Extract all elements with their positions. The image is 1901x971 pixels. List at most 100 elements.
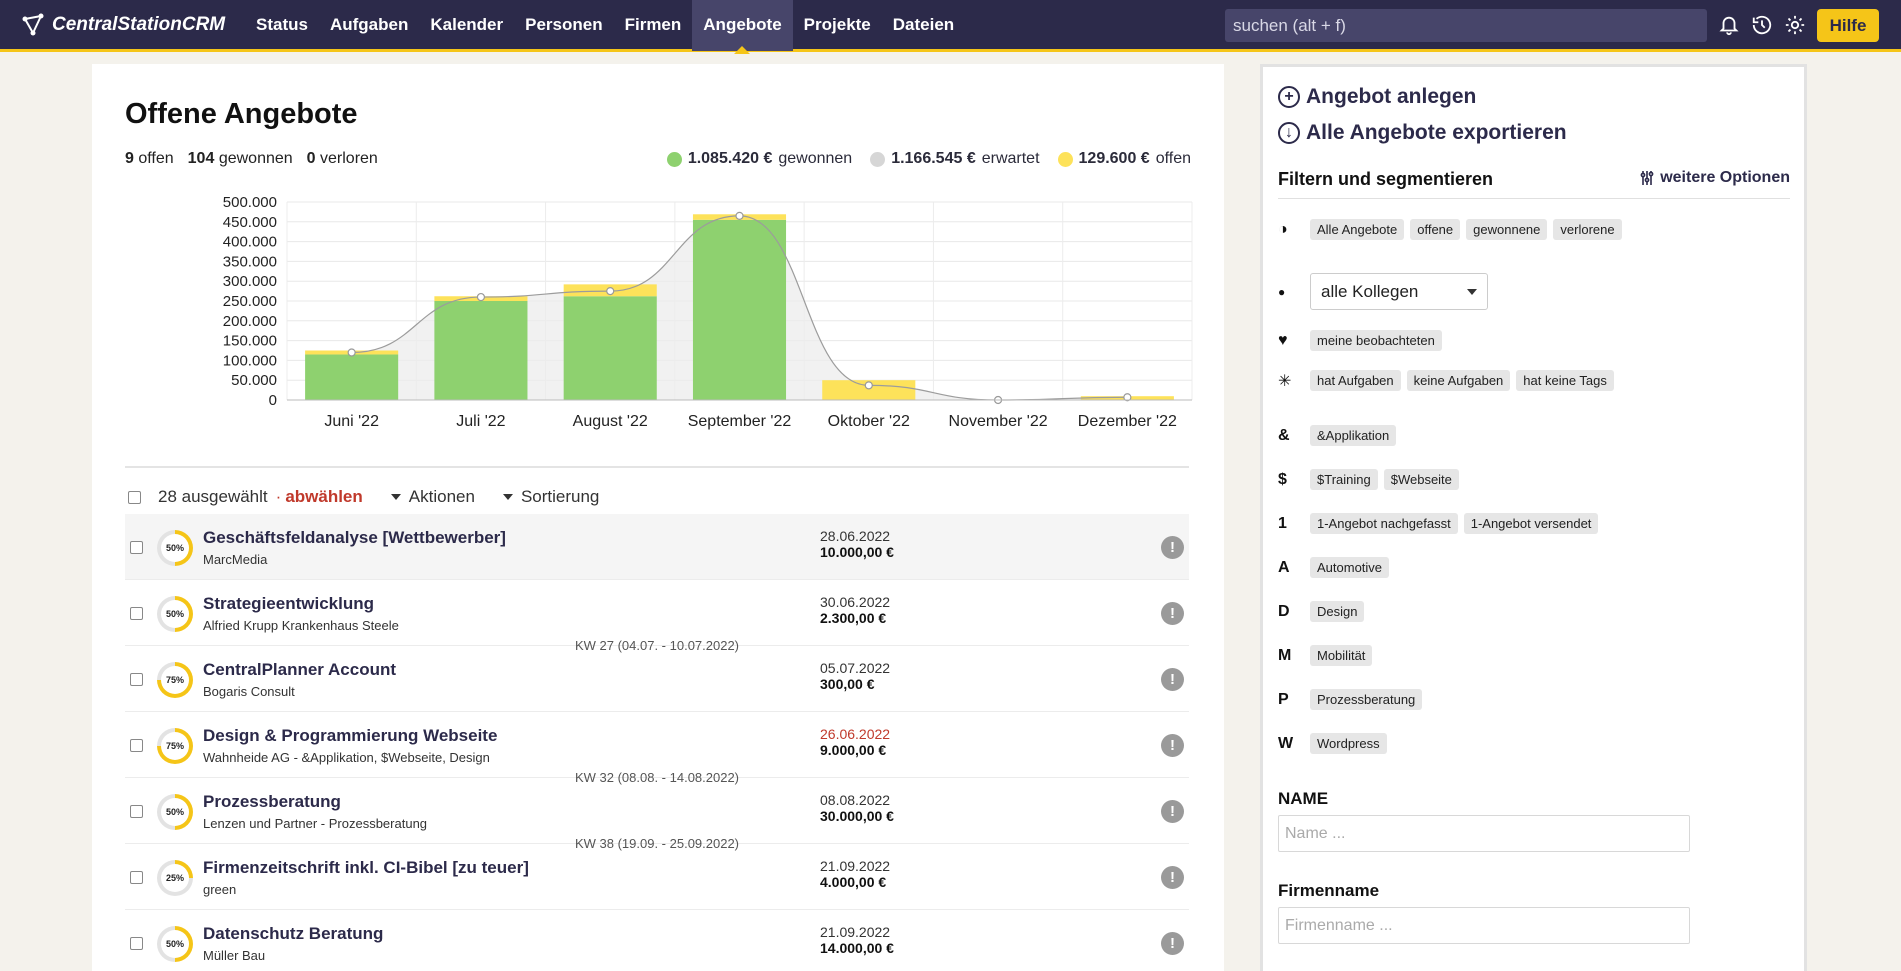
week-separator: KW 27 (04.07. - 10.07.2022) xyxy=(574,638,740,653)
stat-won[interactable]: 104 gewonnen xyxy=(187,150,293,167)
exclamation-icon[interactable]: ! xyxy=(1161,602,1184,625)
offer-amount: 300,00 € xyxy=(820,676,875,692)
help-button[interactable]: Hilfe xyxy=(1817,9,1879,42)
offer-list: 50% Geschäftsfeldanalyse [Wettbewerber] … xyxy=(125,514,1189,971)
tag-group-w: W Wordpress xyxy=(1278,733,1387,754)
offer-row[interactable]: 50% Strategieentwicklung Alfried Krupp K… xyxy=(125,580,1189,653)
exclamation-icon[interactable]: ! xyxy=(1161,734,1184,757)
sliders-icon xyxy=(1640,171,1654,185)
tag-item[interactable]: Mobilität xyxy=(1310,645,1373,666)
expected-point xyxy=(606,286,615,296)
nav-dateien[interactable]: Dateien xyxy=(892,14,955,34)
nav-firmen[interactable]: Firmen xyxy=(624,14,682,34)
tag-item[interactable]: Prozessberatung xyxy=(1310,689,1423,710)
bar-open xyxy=(822,380,916,400)
offer-date: 21.09.2022 xyxy=(820,858,891,874)
offer-title[interactable]: Geschäftsfeldanalyse [Wettbewerber] xyxy=(203,528,506,547)
search-input[interactable] xyxy=(1225,9,1707,42)
row-checkbox[interactable] xyxy=(130,871,143,884)
offer-company: Alfried Krupp Krankenhaus Steele xyxy=(203,618,399,633)
offer-date: 05.07.2022 xyxy=(820,660,891,676)
offer-title[interactable]: CentralPlanner Account xyxy=(203,660,397,679)
tag-lost[interactable]: verlorene xyxy=(1553,219,1622,240)
exclamation-icon[interactable]: ! xyxy=(1161,536,1184,559)
name-input[interactable] xyxy=(1278,815,1690,852)
sorting-dropdown[interactable]: Sortierung xyxy=(502,487,599,507)
offer-row[interactable]: 75% CentralPlanner Account Bogaris Consu… xyxy=(125,646,1189,712)
heart-icon: ♥ xyxy=(1278,331,1288,349)
export-offers-link[interactable]: ↓ Alle Angebote exportieren xyxy=(1278,121,1567,145)
nav-angebote[interactable]: Angebote xyxy=(692,0,793,54)
tag-won[interactable]: gewonnene xyxy=(1466,219,1548,240)
exclamation-icon[interactable]: ! xyxy=(1161,932,1184,955)
x-tick-label: September '22 xyxy=(688,413,792,430)
stat-open[interactable]: 9 offen xyxy=(125,150,174,167)
bar-won xyxy=(692,219,787,400)
row-checkbox[interactable] xyxy=(130,673,143,686)
tag-item[interactable]: &Applikation xyxy=(1310,425,1397,446)
list-toolbar: 28 ausgewählt · abwählen Aktionen Sortie… xyxy=(125,482,1189,512)
offer-row[interactable]: 50% Prozessberatung Lenzen und Partner -… xyxy=(125,778,1189,851)
offer-amount: 9.000,00 € xyxy=(820,742,887,758)
bar-won xyxy=(305,354,399,400)
stat-lost[interactable]: 0 verloren xyxy=(306,150,378,167)
tag-item[interactable]: $Training xyxy=(1310,469,1378,490)
gear-icon[interactable] xyxy=(1782,12,1808,38)
row-checkbox[interactable] xyxy=(130,739,143,752)
tag-item[interactable]: $Webseite xyxy=(1383,469,1459,490)
row-checkbox[interactable] xyxy=(130,937,143,950)
nav-aufgaben[interactable]: Aufgaben xyxy=(329,14,409,34)
nav-projekte[interactable]: Projekte xyxy=(803,14,871,34)
tag-item[interactable]: Wordpress xyxy=(1310,733,1387,754)
app-logo[interactable]: CentralStationCRM xyxy=(0,13,245,37)
offer-date: 30.06.2022 xyxy=(820,594,891,610)
x-tick-label: Juli '22 xyxy=(456,413,505,430)
colleague-select[interactable]: alle Kollegen xyxy=(1310,273,1488,310)
tag-open[interactable]: offene xyxy=(1410,219,1461,240)
tag-no-tags[interactable]: hat keine Tags xyxy=(1516,370,1614,391)
row-checkbox[interactable] xyxy=(130,607,143,620)
exclamation-icon[interactable]: ! xyxy=(1161,866,1184,889)
tag-all-offers[interactable]: Alle Angebote xyxy=(1310,219,1405,240)
tag-no-tasks[interactable]: keine Aufgaben xyxy=(1406,370,1511,391)
tag-item[interactable]: 1-Angebot nachgefasst xyxy=(1310,513,1458,534)
offer-title[interactable]: Prozessberatung xyxy=(203,792,341,811)
offer-title[interactable]: Firmenzeitschrift inkl. CI-Bibel [zu teu… xyxy=(203,858,529,877)
top-navigation-bar: CentralStationCRM Status Aufgaben Kalend… xyxy=(0,0,1901,54)
caret-down-icon xyxy=(1467,288,1477,295)
history-icon[interactable] xyxy=(1749,12,1775,38)
tag-my-watched[interactable]: meine beobachteten xyxy=(1310,330,1442,351)
bell-icon[interactable] xyxy=(1716,12,1742,38)
offer-row[interactable]: 50% Geschäftsfeldanalyse [Wettbewerber] … xyxy=(125,514,1189,580)
offer-title[interactable]: Datenschutz Beratung xyxy=(203,924,384,943)
deselect-link[interactable]: abwählen xyxy=(285,487,363,506)
offer-row[interactable]: 75% Design & Programmierung Webseite Wah… xyxy=(125,712,1189,785)
nav-kalender[interactable]: Kalender xyxy=(430,14,504,34)
asterisk-icon: ✳ xyxy=(1278,372,1292,390)
offer-company: Lenzen und Partner - Prozessberatung xyxy=(203,816,428,831)
status-filter-row: ◑ Alle Angebote offene gewonnene verlore… xyxy=(1278,219,1622,240)
offer-row[interactable]: 50% Datenschutz Beratung Müller Bau 21.0… xyxy=(125,910,1189,971)
row-checkbox[interactable] xyxy=(130,541,143,554)
company-input[interactable] xyxy=(1278,907,1690,944)
week-separator: KW 32 (08.08. - 14.08.2022) xyxy=(574,770,740,785)
y-tick-label: 300.000 xyxy=(223,273,277,290)
offer-title[interactable]: Strategieentwicklung xyxy=(203,594,374,613)
tag-item[interactable]: 1-Angebot versendet xyxy=(1463,513,1599,534)
nav-status[interactable]: Status xyxy=(256,14,308,34)
nav-personen[interactable]: Personen xyxy=(525,14,603,34)
tag-has-tasks[interactable]: hat Aufgaben xyxy=(1310,370,1401,391)
offers-main-card: Offene Angebote 9 offen 104 gewonnen 0 v… xyxy=(92,64,1224,971)
tag-item[interactable]: Automotive xyxy=(1310,557,1390,578)
exclamation-icon[interactable]: ! xyxy=(1161,800,1184,823)
offer-row[interactable]: 25% Firmenzeitschrift inkl. CI-Bibel [zu… xyxy=(125,844,1189,910)
more-options-link[interactable]: weitere Optionen xyxy=(1639,169,1790,187)
offer-stats: 9 offen 104 gewonnen 0 verloren xyxy=(125,150,378,168)
tag-item[interactable]: Design xyxy=(1310,601,1365,622)
select-all-checkbox[interactable] xyxy=(128,490,141,504)
offer-title[interactable]: Design & Programmierung Webseite xyxy=(203,726,498,745)
row-checkbox[interactable] xyxy=(130,805,143,818)
actions-dropdown[interactable]: Aktionen xyxy=(390,487,475,507)
exclamation-icon[interactable]: ! xyxy=(1161,668,1184,691)
create-offer-link[interactable]: + Angebot anlegen xyxy=(1278,85,1476,109)
